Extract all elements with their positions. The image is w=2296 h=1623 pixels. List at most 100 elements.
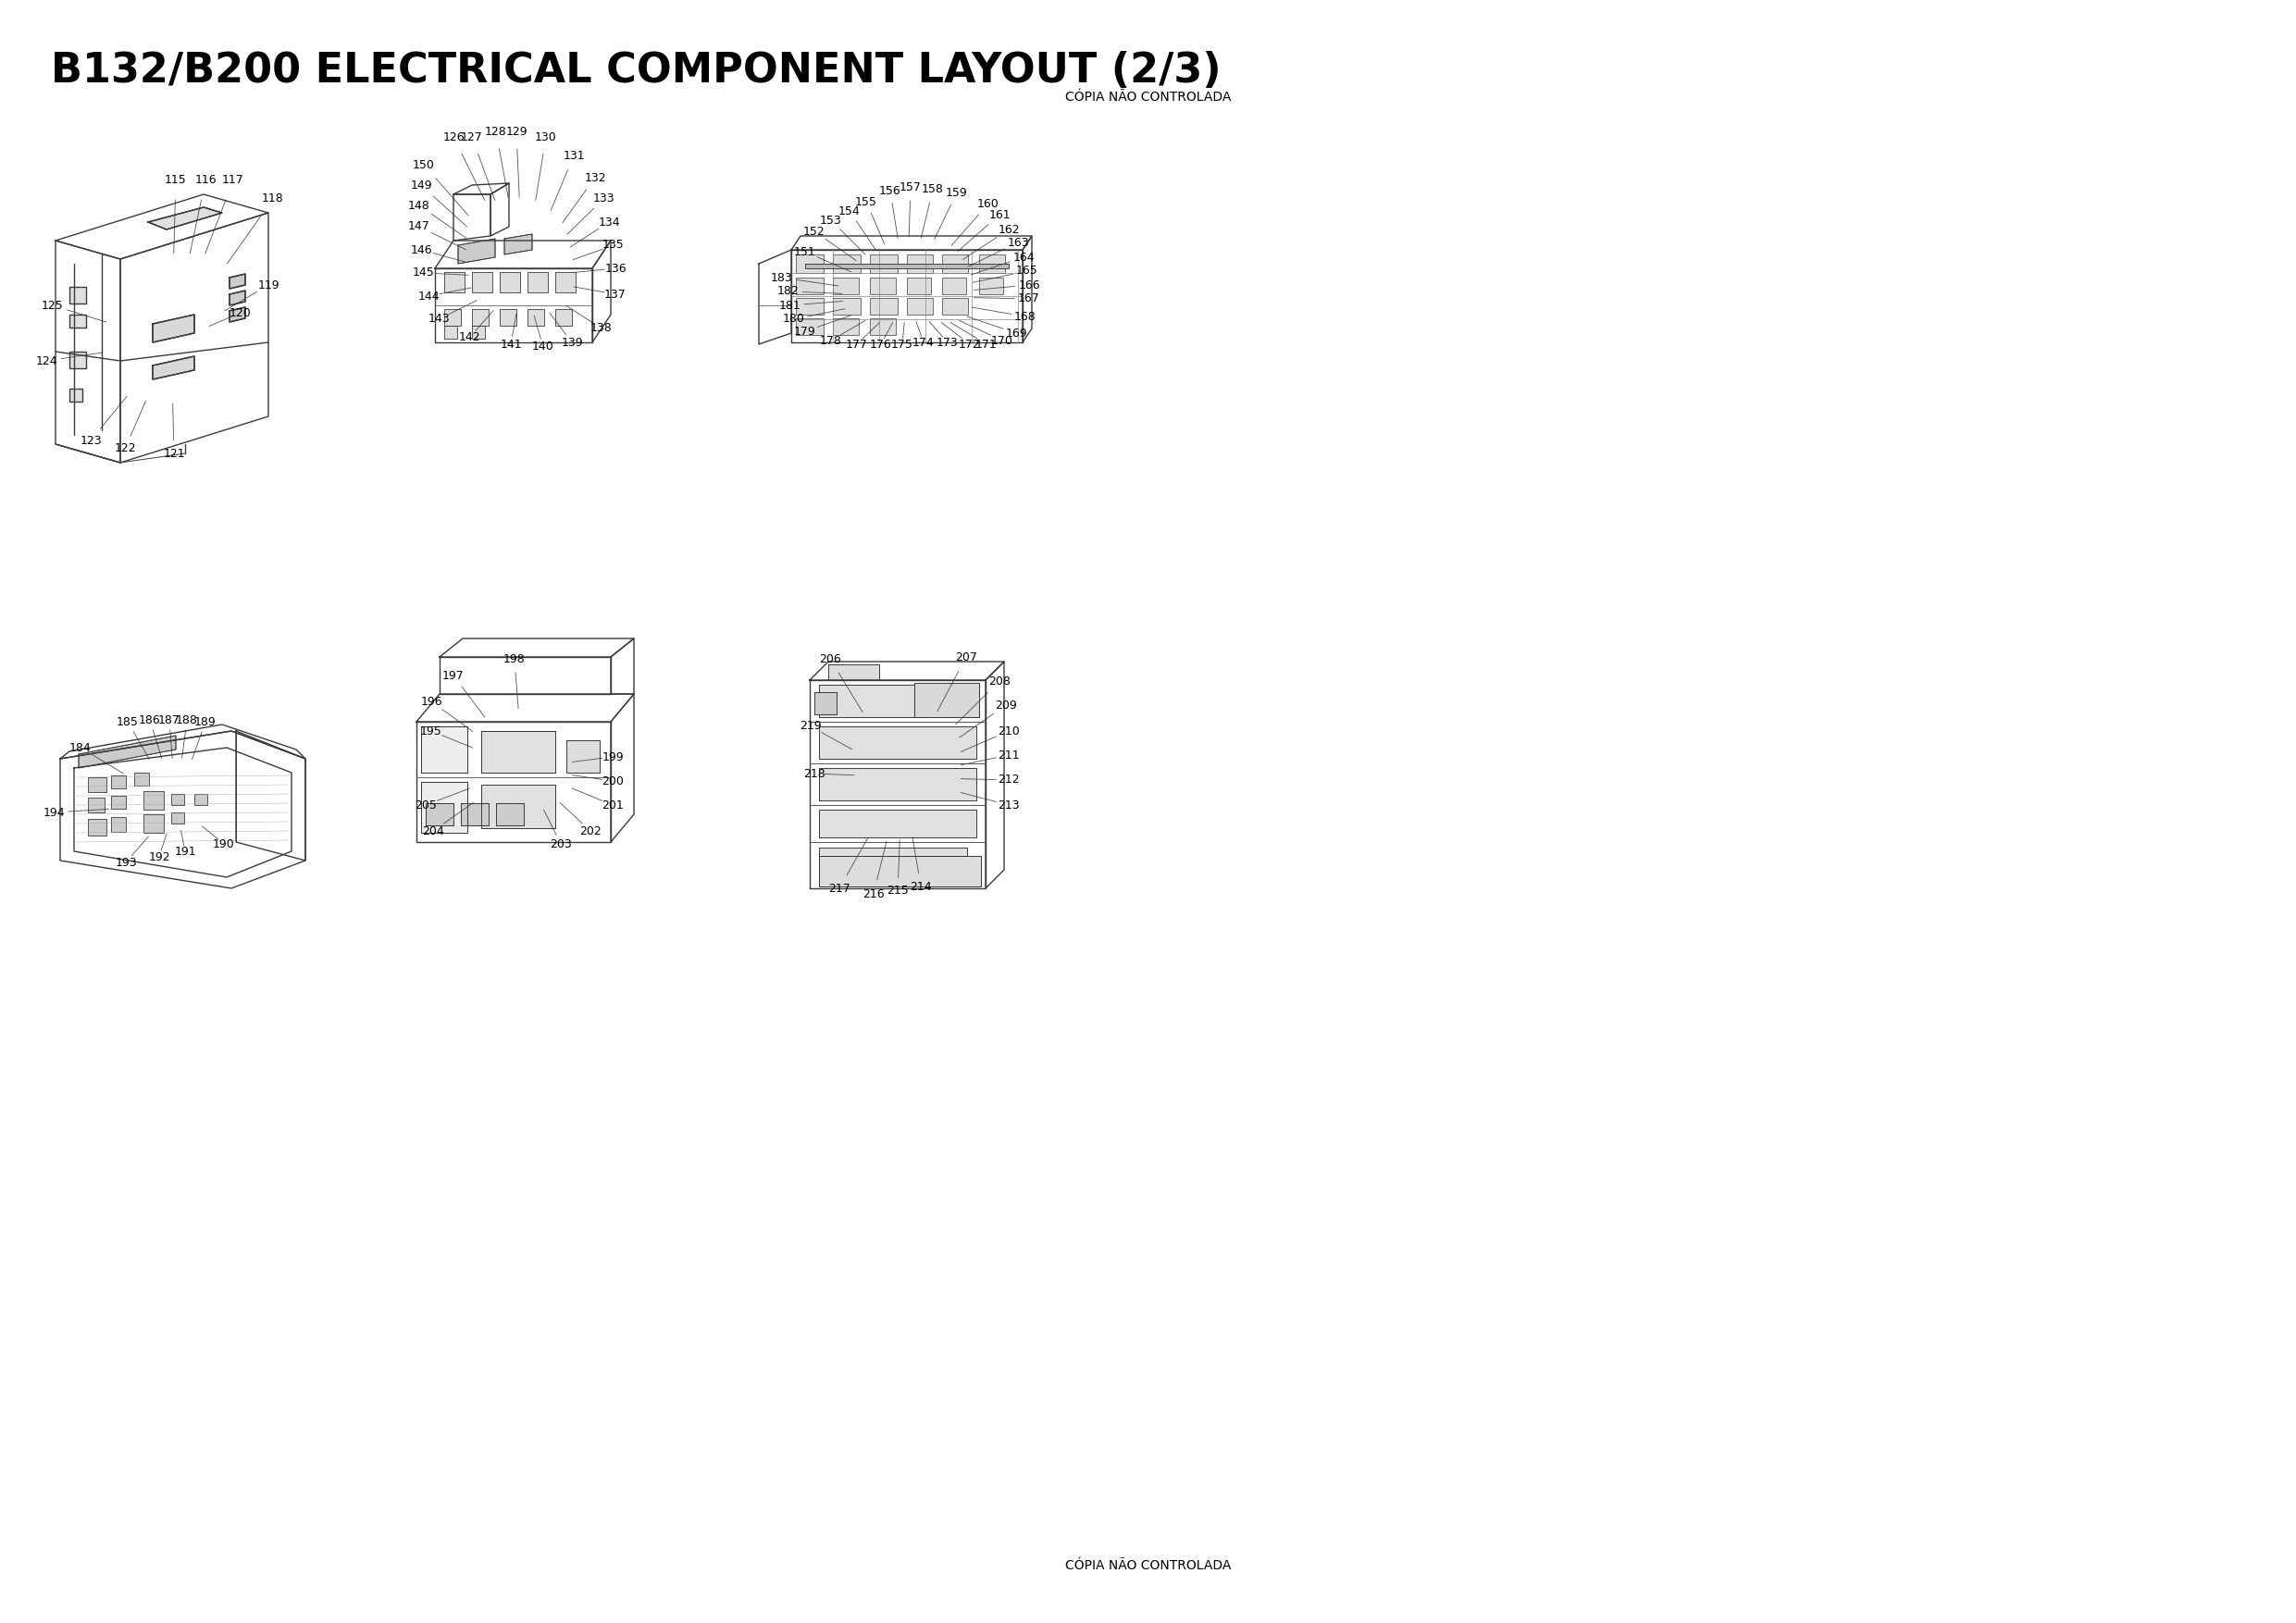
- Bar: [69, 287, 85, 304]
- Text: 135: 135: [602, 239, 625, 252]
- Text: 166: 166: [1017, 279, 1040, 291]
- Bar: [133, 773, 149, 786]
- Polygon shape: [78, 735, 177, 768]
- Polygon shape: [230, 307, 246, 321]
- Text: 132: 132: [583, 172, 606, 183]
- Text: 115: 115: [165, 174, 186, 187]
- Text: 118: 118: [262, 193, 285, 204]
- Bar: [528, 308, 544, 326]
- Polygon shape: [154, 315, 195, 342]
- Text: 167: 167: [1017, 292, 1040, 305]
- Bar: [69, 352, 85, 368]
- Text: 185: 185: [117, 716, 138, 727]
- Text: 127: 127: [461, 131, 482, 143]
- Text: 156: 156: [879, 185, 902, 196]
- Text: 202: 202: [579, 824, 602, 837]
- Bar: [797, 278, 824, 294]
- Bar: [172, 794, 184, 805]
- Text: 180: 180: [783, 313, 806, 325]
- Bar: [907, 299, 932, 315]
- Text: 137: 137: [604, 289, 627, 300]
- Text: 169: 169: [1006, 328, 1026, 339]
- Polygon shape: [815, 691, 836, 714]
- Bar: [833, 255, 861, 273]
- Text: 141: 141: [501, 338, 521, 351]
- Bar: [142, 790, 163, 810]
- Bar: [941, 278, 967, 294]
- Text: 210: 210: [999, 725, 1019, 737]
- Text: 117: 117: [223, 174, 243, 187]
- Polygon shape: [230, 291, 246, 305]
- Text: 203: 203: [549, 837, 572, 850]
- Polygon shape: [420, 782, 468, 833]
- Polygon shape: [459, 239, 496, 263]
- Text: 216: 216: [863, 888, 884, 899]
- Text: 175: 175: [891, 338, 914, 351]
- Text: 172: 172: [960, 338, 980, 351]
- Bar: [820, 685, 976, 717]
- Text: 178: 178: [820, 334, 843, 347]
- Bar: [907, 255, 932, 273]
- Text: 149: 149: [411, 179, 432, 192]
- Text: 176: 176: [870, 338, 893, 351]
- Text: 179: 179: [794, 325, 815, 338]
- Text: 194: 194: [44, 807, 64, 818]
- Bar: [556, 273, 576, 292]
- Text: 199: 199: [602, 751, 625, 763]
- Text: 122: 122: [115, 443, 135, 454]
- Text: 197: 197: [443, 669, 464, 682]
- Bar: [833, 278, 859, 294]
- Bar: [443, 326, 457, 339]
- Text: 174: 174: [912, 336, 934, 349]
- Polygon shape: [482, 730, 556, 773]
- Text: 198: 198: [503, 654, 526, 665]
- Text: 129: 129: [505, 125, 528, 138]
- Text: 155: 155: [854, 196, 877, 208]
- Text: 212: 212: [999, 774, 1019, 786]
- Text: 186: 186: [140, 714, 161, 725]
- Text: 124: 124: [34, 355, 57, 367]
- Text: 136: 136: [604, 263, 627, 274]
- Text: 133: 133: [592, 193, 615, 204]
- Polygon shape: [820, 855, 980, 886]
- Bar: [473, 326, 484, 339]
- Text: 171: 171: [976, 338, 996, 351]
- Text: CÓPIA NÃO CONTROLADA: CÓPIA NÃO CONTROLADA: [1065, 1560, 1231, 1573]
- Text: 126: 126: [443, 131, 464, 143]
- Bar: [870, 299, 898, 315]
- Text: 123: 123: [80, 435, 101, 446]
- Text: 146: 146: [411, 243, 432, 256]
- Text: 192: 192: [149, 850, 170, 863]
- Text: 157: 157: [900, 182, 921, 193]
- Bar: [978, 278, 1003, 294]
- Text: 187: 187: [158, 714, 181, 725]
- Text: 134: 134: [597, 216, 620, 229]
- Bar: [833, 318, 859, 334]
- Text: 120: 120: [230, 307, 253, 318]
- Text: 173: 173: [937, 336, 960, 349]
- Text: 219: 219: [799, 721, 822, 732]
- Text: 148: 148: [409, 200, 429, 211]
- Polygon shape: [505, 234, 533, 255]
- Text: 191: 191: [174, 846, 195, 857]
- Bar: [528, 273, 549, 292]
- Text: 183: 183: [771, 271, 792, 284]
- Text: 151: 151: [794, 245, 815, 258]
- Text: 160: 160: [978, 198, 999, 209]
- Polygon shape: [482, 784, 556, 828]
- Text: 162: 162: [999, 224, 1019, 235]
- Text: 205: 205: [416, 799, 436, 812]
- Text: 125: 125: [41, 299, 64, 312]
- Bar: [501, 273, 521, 292]
- Text: 189: 189: [195, 716, 216, 727]
- Bar: [473, 308, 489, 326]
- Text: 201: 201: [602, 799, 625, 812]
- Bar: [907, 278, 930, 294]
- Text: 213: 213: [999, 799, 1019, 812]
- Text: 130: 130: [535, 131, 558, 143]
- Bar: [820, 768, 976, 800]
- Text: 215: 215: [886, 885, 909, 898]
- Text: 209: 209: [994, 700, 1017, 711]
- Bar: [110, 795, 126, 808]
- Bar: [833, 299, 861, 315]
